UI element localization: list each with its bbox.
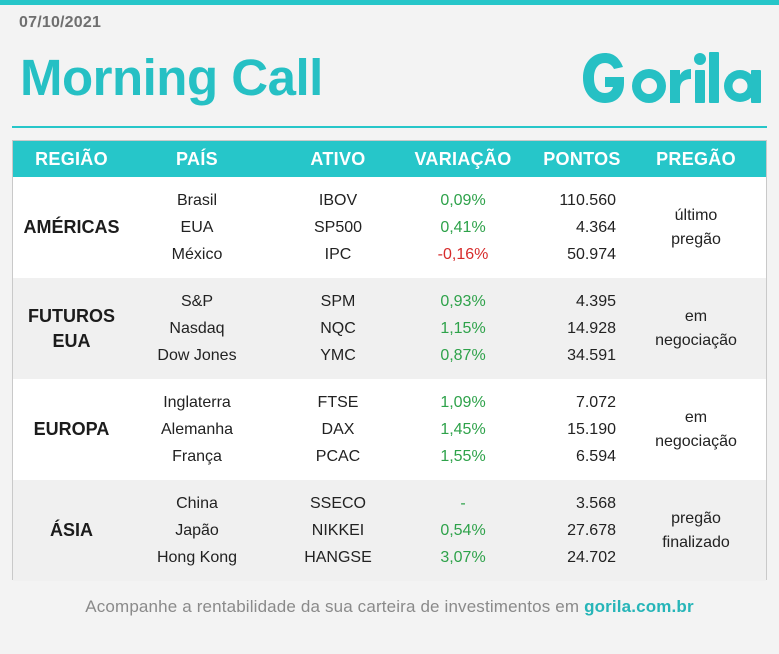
points-cell: 3.568: [575, 495, 616, 512]
footer-text: Acompanhe a rentabilidade da sua carteir…: [85, 597, 585, 616]
session-status-line: último: [674, 206, 718, 224]
report-date: 07/10/2021: [19, 14, 102, 31]
asset-cell: SSECO: [309, 495, 366, 512]
region-group-americas: AMÉRICAS Brasil IBOV 0,09% 110.560 EUA S…: [13, 177, 766, 278]
region-group-asia: ÁSIA China SSECO - 3.568 Japão NIKKEI 0,…: [13, 480, 766, 581]
gorila-logo: [577, 42, 767, 112]
variation-cell: 1,45%: [440, 421, 486, 438]
footer-note: Acompanhe a rentabilidade da sua carteir…: [0, 597, 779, 617]
points-cell: 110.560: [559, 192, 616, 209]
session-status: último pregão: [631, 177, 761, 278]
session-status-line: pregão: [671, 509, 721, 527]
points-cell: 50.974: [567, 246, 616, 263]
points-cell: 6.594: [575, 448, 616, 465]
column-header-variacao: VARIAÇÃO: [414, 149, 512, 169]
region-group-futuros-eua: FUTUROS EUA S&P SPM 0,93% 4.395 Nasdaq NQ…: [13, 278, 766, 379]
table-header: REGIÃO PAÍS ATIVO VARIAÇÃO PONTOS PREGÃO: [13, 141, 766, 177]
variation-cell: 3,07%: [440, 549, 486, 566]
variation-cell: 0,54%: [440, 522, 486, 539]
points-cell: 7.072: [575, 394, 616, 411]
asset-cell: DAX: [321, 421, 355, 438]
points-cell: 14.928: [567, 320, 616, 337]
country-cell: Inglaterra: [163, 394, 231, 411]
session-status-line: em: [684, 307, 708, 325]
variation-cell: 1,15%: [440, 320, 486, 337]
session-status: em negociação: [631, 278, 761, 379]
country-cell: Alemanha: [160, 421, 234, 438]
country-cell: S&P: [180, 293, 213, 310]
region-label: ÁSIA: [13, 480, 130, 581]
top-accent-bar: [0, 0, 779, 5]
session-status: em negociação: [631, 379, 761, 480]
asset-cell: HANGSE: [304, 549, 372, 566]
asset-cell: FTSE: [317, 394, 359, 411]
country-cell: Dow Jones: [157, 347, 237, 364]
asset-cell: NQC: [320, 320, 356, 337]
country-cell: Japão: [175, 522, 219, 539]
session-status-line: negociação: [655, 432, 737, 450]
footer-link[interactable]: gorila.com.br: [584, 597, 694, 616]
region-group-europa: EUROPA Inglaterra FTSE 1,09% 7.072 Alema…: [13, 379, 766, 480]
variation-cell: 0,93%: [440, 293, 486, 310]
asset-cell: SP500: [313, 219, 363, 236]
header-divider: [12, 126, 767, 128]
markets-table: REGIÃO PAÍS ATIVO VARIAÇÃO PONTOS PREGÃO…: [12, 140, 767, 581]
country-cell: EUA: [180, 219, 214, 236]
country-cell: Hong Kong: [156, 549, 238, 566]
asset-cell: YMC: [320, 347, 356, 364]
region-label: FUTUROS EUA: [13, 278, 130, 379]
region-label-line: EUA: [52, 330, 91, 351]
session-status-line: negociação: [655, 331, 737, 349]
column-header-pregao: PREGÃO: [656, 149, 736, 169]
region-label-line: EUROPA: [33, 419, 110, 439]
asset-cell: IBOV: [318, 192, 358, 209]
region-label-line: ÁSIA: [49, 520, 93, 540]
points-cell: 4.364: [575, 219, 616, 236]
region-label-line: AMÉRICAS: [23, 217, 120, 237]
column-header-regiao: REGIÃO: [35, 149, 108, 169]
points-cell: 24.702: [567, 549, 616, 566]
variation-cell: 0,87%: [440, 347, 486, 364]
page-title: Morning Call: [20, 49, 323, 106]
asset-cell: PCAC: [315, 448, 361, 465]
variation-cell: 1,09%: [440, 394, 486, 411]
variation-cell: -0,16%: [437, 246, 489, 263]
region-label: AMÉRICAS: [13, 177, 130, 278]
country-cell: China: [176, 495, 218, 512]
points-cell: 4.395: [575, 293, 616, 310]
asset-cell: NIKKEI: [311, 522, 365, 539]
country-cell: México: [171, 246, 223, 263]
points-cell: 27.678: [567, 522, 616, 539]
column-header-pontos: PONTOS: [543, 149, 621, 169]
variation-cell: 0,41%: [440, 219, 486, 236]
points-cell: 34.591: [567, 347, 616, 364]
session-status: pregão finalizado: [631, 480, 761, 581]
session-status-line: pregão: [671, 230, 721, 248]
region-label: EUROPA: [13, 379, 130, 480]
country-cell: Brasil: [176, 192, 217, 209]
variation-cell: 1,55%: [440, 448, 486, 465]
country-cell: França: [172, 448, 222, 465]
country-cell: Nasdaq: [169, 320, 225, 337]
gorila-logo-graphic: [583, 52, 761, 103]
points-cell: 15.190: [567, 421, 616, 438]
asset-cell: IPC: [324, 246, 352, 263]
column-header-ativo: ATIVO: [310, 149, 366, 169]
region-label-line: FUTUROS: [28, 305, 115, 326]
variation-cell: 0,09%: [440, 192, 486, 209]
asset-cell: SPM: [320, 293, 356, 310]
variation-cell: -: [460, 495, 466, 512]
session-status-line: finalizado: [662, 533, 730, 551]
session-status-line: em: [684, 408, 708, 426]
column-header-pais: PAÍS: [176, 149, 218, 169]
